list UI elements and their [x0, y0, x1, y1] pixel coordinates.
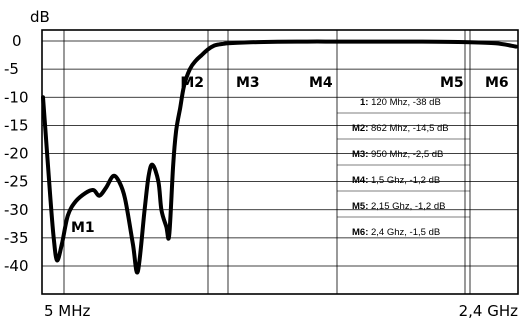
- y-tick-label: -40: [4, 257, 29, 275]
- x-axis-end-label: 2,4 GHz: [459, 302, 519, 320]
- marker-label-m3: M3: [236, 75, 260, 91]
- readout-row: M5: 2,15 Ghz, -1,2 dB: [352, 201, 445, 212]
- y-tick-label: -25: [4, 173, 29, 191]
- readout-row: M3: 950 Mhz, -2,5 dB: [352, 149, 443, 160]
- readout-value: 120 Mhz, -38 dB: [368, 97, 440, 108]
- y-tick-label: -35: [4, 229, 29, 247]
- marker-label-m5: M5: [440, 75, 464, 91]
- readout-marker: M3:: [352, 149, 368, 160]
- readout-marker: M6:: [352, 227, 368, 238]
- readout-marker: 1:: [360, 97, 368, 108]
- readout-marker: M5:: [352, 201, 368, 212]
- readout-row: M4: 1,5 Ghz, -1,2 dB: [352, 175, 440, 186]
- y-tick-label: -20: [4, 145, 29, 163]
- y-tick-label: -30: [4, 201, 29, 219]
- readout-marker: M2:: [352, 123, 368, 134]
- y-tick-label: -15: [4, 116, 29, 134]
- marker-label-m4: M4: [309, 75, 333, 91]
- readout-value: 950 Mhz, -2,5 dB: [368, 149, 443, 160]
- readout-value: 1,5 Ghz, -1,2 dB: [368, 175, 440, 186]
- readout-value: 862 Mhz, -14,5 dB: [368, 123, 448, 134]
- y-axis-unit: dB: [30, 8, 50, 26]
- readout-value: 2,15 Ghz, -1,2 dB: [368, 201, 445, 212]
- y-tick-label: -5: [4, 60, 19, 78]
- x-axis-start-label: 5 MHz: [44, 302, 91, 320]
- y-axis-ticks: 0 -5 -10 -15 -20 -25 -30 -35 -40: [4, 32, 29, 275]
- y-tick-label: 0: [12, 32, 22, 50]
- readout-row: M2: 862 Mhz, -14,5 dB: [352, 123, 449, 134]
- marker-lines: [63, 30, 471, 294]
- response-curve: [41, 39, 518, 275]
- readout-value: 2,4 Ghz, -1,5 dB: [368, 227, 440, 238]
- y-tick-label: -10: [4, 88, 29, 106]
- marker-label-m1: M1: [71, 220, 95, 236]
- plot-frame: [41, 29, 519, 295]
- marker-label-m6: M6: [485, 75, 509, 91]
- readout-row: M6: 2,4 Ghz, -1,5 dB: [352, 227, 440, 238]
- readout-marker: M4:: [352, 175, 368, 186]
- readout-row: 1: 120 Mhz, -38 dB: [360, 97, 441, 108]
